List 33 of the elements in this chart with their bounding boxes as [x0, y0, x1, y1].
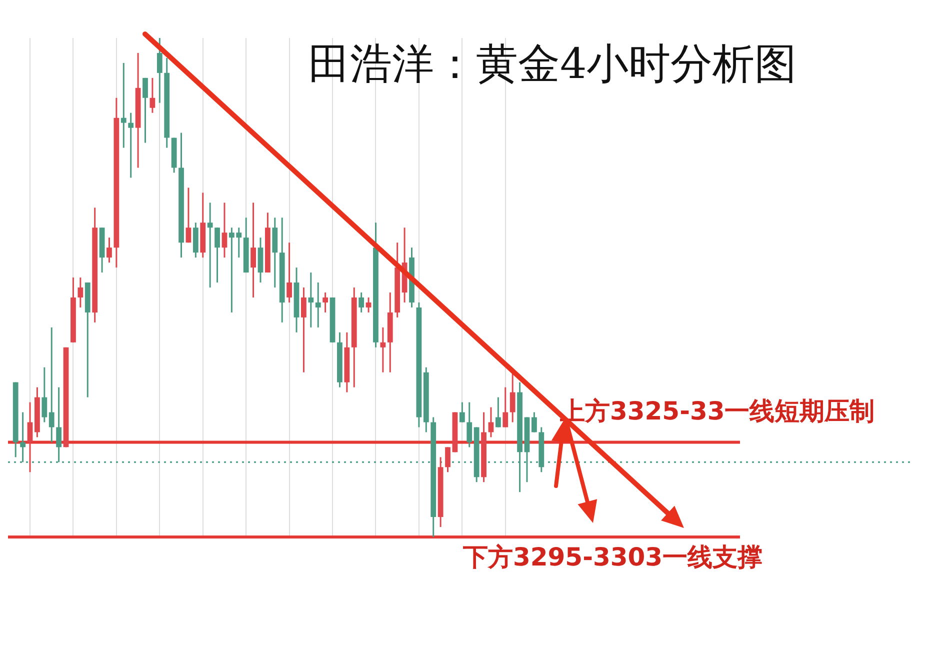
candlestick — [42, 366, 48, 423]
candlestick — [380, 326, 386, 374]
candlestick — [214, 226, 220, 284]
candlestick — [120, 62, 126, 149]
candlestick — [495, 396, 501, 428]
candlestick — [106, 236, 112, 264]
candlestick — [466, 402, 472, 448]
ref-line-label: 下方3295-3303一线支撑 — [462, 542, 763, 572]
candlestick — [27, 402, 33, 473]
candlestick — [156, 37, 162, 104]
candlestick — [322, 292, 328, 314]
candlestick — [48, 326, 54, 443]
candlestick — [286, 242, 292, 304]
candlestick — [315, 282, 321, 328]
candlestick — [186, 186, 192, 244]
candlestick — [488, 406, 494, 438]
candlestick — [510, 372, 516, 423]
candlestick — [250, 202, 256, 298]
candlestick — [78, 276, 84, 308]
candlestick — [301, 286, 306, 374]
candlestick — [308, 272, 314, 328]
candlestick — [142, 77, 148, 144]
chart-title: 田浩洋：黄金4小时分析图 — [308, 38, 797, 90]
candlestick — [459, 402, 465, 423]
candlestick — [445, 446, 450, 473]
candlestick — [128, 112, 134, 178]
candlestick — [222, 202, 228, 258]
candlestick — [366, 296, 372, 314]
candlestick — [358, 292, 364, 314]
candlestick — [531, 412, 537, 433]
candlestick — [207, 202, 213, 288]
candlestick — [502, 386, 508, 428]
candlestick — [150, 77, 156, 114]
